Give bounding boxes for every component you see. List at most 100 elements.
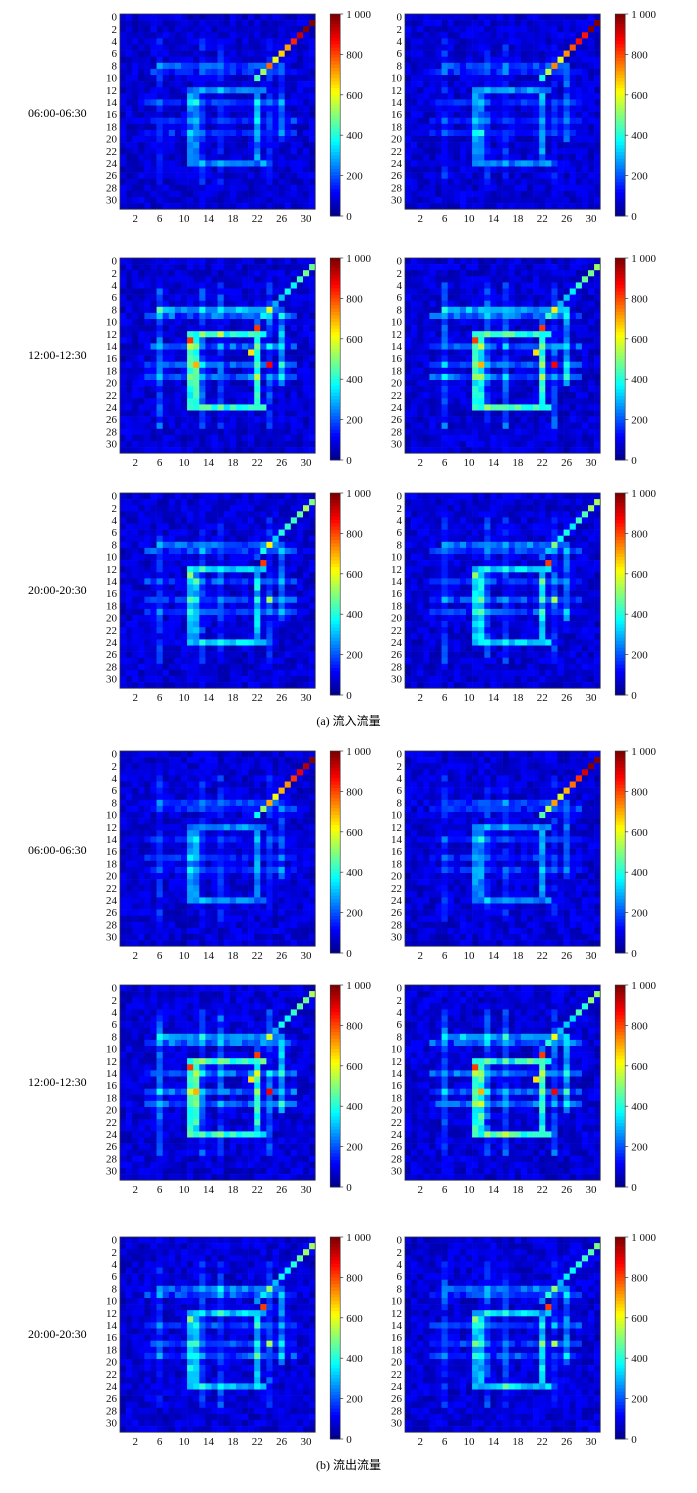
heatmap-cell: [309, 32, 316, 39]
heatmap-cell: [502, 172, 509, 179]
colorbar-segment: [615, 385, 626, 390]
heatmap-cell: [594, 136, 601, 143]
heatmap-cell: [303, 541, 310, 549]
heatmap-cell: [156, 172, 163, 179]
heatmap-cell: [459, 26, 467, 33]
heatmap-cell: [453, 142, 461, 149]
colorbar-segment: [330, 271, 341, 276]
heatmap-cell: [502, 142, 509, 149]
heatmap-cell: [162, 554, 170, 561]
heatmap-cell: [296, 148, 304, 155]
heatmap-cell: [193, 258, 200, 265]
heatmap-cell: [490, 270, 497, 277]
heatmap-cell: [539, 434, 546, 442]
heatmap-cell: [162, 511, 170, 518]
heatmap-cell: [254, 410, 261, 417]
heatmap-cell: [296, 554, 304, 561]
heatmap-cell: [272, 517, 279, 524]
heatmap-cell: [447, 62, 455, 70]
colorbar-segment: [615, 258, 626, 262]
heatmap-cell: [254, 26, 261, 33]
heatmap-cell: [162, 349, 170, 356]
heatmap-cell: [594, 87, 601, 94]
heatmap-cell: [496, 14, 503, 21]
heatmap-cell: [520, 81, 528, 88]
heatmap-cell: [533, 288, 540, 295]
heatmap-cell: [551, 404, 558, 411]
heatmap-cell: [557, 276, 564, 283]
heatmap-cell: [156, 367, 163, 375]
heatmap-cell: [211, 282, 218, 289]
heatmap-cell: [162, 81, 170, 88]
heatmap-cell: [539, 404, 546, 411]
heatmap-cell: [435, 62, 442, 70]
heatmap-cell: [181, 190, 188, 198]
heatmap-cell: [502, 14, 509, 21]
heatmap-cell: [248, 178, 255, 186]
heatmap-cell: [441, 56, 448, 64]
heatmap-cell: [472, 434, 479, 442]
heatmap-cell: [575, 87, 583, 94]
heatmap-cell: [539, 306, 546, 314]
heatmap-cell: [162, 493, 170, 500]
heatmap-cell: [235, 404, 243, 411]
heatmap-cell: [193, 172, 200, 179]
heatmap-cell: [235, 300, 243, 308]
heatmap-cell: [466, 117, 473, 125]
heatmap-cell: [211, 148, 218, 155]
heatmap-cell: [569, 434, 577, 442]
heatmap-cell: [181, 541, 188, 549]
colorbar-segment: [615, 152, 626, 156]
heatmap-cell: [248, 404, 255, 411]
heatmap-cell: [533, 20, 540, 27]
heatmap-cell: [447, 105, 455, 112]
heatmap-cell: [496, 325, 503, 332]
heatmap-cell: [132, 68, 139, 76]
heatmap-cell: [260, 422, 267, 430]
heatmap-cell: [545, 306, 552, 314]
heatmap-cell: [150, 50, 157, 57]
heatmap-cell: [490, 32, 497, 39]
heatmap-cell: [478, 361, 485, 369]
heatmap-cell: [539, 380, 546, 387]
heatmap-cell: [466, 349, 473, 356]
heatmap-cell: [545, 373, 552, 381]
heatmap-cell: [466, 123, 473, 131]
heatmap-cell: [187, 319, 194, 326]
heatmap-cell: [120, 361, 127, 369]
heatmap-cell: [575, 20, 583, 27]
heatmap-cell: [309, 547, 316, 555]
heatmap-cell: [284, 166, 292, 173]
heatmap-cell: [205, 81, 212, 88]
heatmap-cell: [447, 282, 455, 289]
heatmap-cell: [423, 392, 430, 399]
heatmap-cell: [260, 505, 267, 512]
heatmap-cell: [423, 441, 430, 448]
heatmap-cell: [126, 331, 133, 338]
heatmap-cell: [290, 410, 298, 417]
heatmap-cell: [168, 44, 176, 51]
heatmap-cell: [138, 99, 145, 106]
heatmap-cell: [150, 20, 157, 27]
heatmap-cell: [235, 93, 243, 100]
heatmap-cell: [447, 117, 455, 125]
heatmap-cell: [435, 14, 442, 21]
heatmap-cell: [272, 380, 279, 387]
heatmap-cell: [575, 355, 583, 362]
colorbar-segment: [330, 446, 341, 451]
heatmap-cell: [144, 499, 151, 506]
heatmap-cell: [588, 93, 595, 100]
heatmap-cell: [187, 325, 194, 332]
heatmap-cell: [132, 312, 139, 320]
heatmap-cell: [199, 529, 206, 536]
heatmap-cell: [551, 99, 558, 106]
heatmap-cell: [193, 572, 200, 579]
heatmap-cell: [199, 117, 206, 125]
heatmap-cell: [429, 117, 436, 125]
heatmap-cell: [144, 529, 151, 536]
y-tick-label: 12: [391, 329, 402, 341]
heatmap-cell: [520, 306, 528, 314]
colorbar-segment: [330, 372, 341, 377]
heatmap-cell: [266, 404, 273, 411]
heatmap-cell: [144, 361, 151, 369]
